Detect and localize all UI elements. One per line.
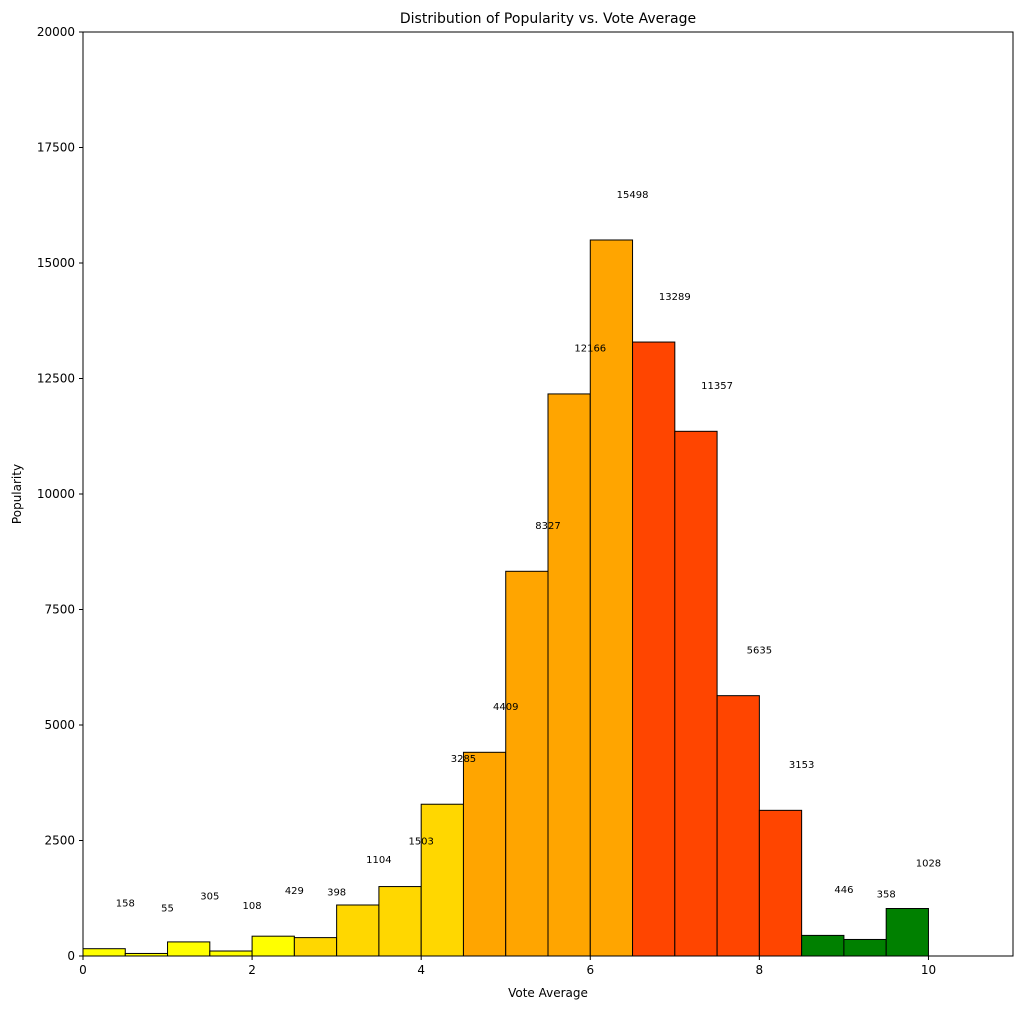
- data-labels-layer: 158 55 305 108 429 398 1104 1503 3285 4409 8327 121…: [116, 190, 941, 914]
- histogram-bar: [547, 393, 591, 957]
- x-tick-label: 4: [417, 963, 425, 977]
- histogram-bar: [505, 570, 549, 957]
- histogram-bar: [758, 809, 803, 957]
- y-tick-label: 5000: [44, 718, 75, 732]
- y-tick-label: 7500: [44, 603, 75, 617]
- histogram-bar: [293, 937, 338, 957]
- x-axis-title: Vote Average: [508, 986, 588, 1000]
- bar-value-label: 398: [327, 887, 346, 898]
- bar-value-label: 1503: [408, 836, 433, 847]
- histogram-bar: [885, 908, 929, 957]
- histogram-bar: [801, 934, 845, 957]
- histogram-bar: [209, 950, 253, 957]
- histogram-bar: [251, 935, 295, 957]
- bar-value-label: 4409: [493, 702, 518, 713]
- histogram-bar: [336, 904, 380, 957]
- bar-value-label: 5635: [747, 645, 772, 656]
- histogram-bar: [378, 886, 422, 957]
- bar-value-label: 358: [877, 889, 896, 900]
- y-tick-label: 15000: [37, 256, 75, 270]
- chart-title: Distribution of Popularity vs. Vote Aver…: [400, 11, 696, 27]
- bar-value-label: 305: [200, 892, 219, 903]
- x-tick-label: 6: [586, 963, 594, 977]
- bar-value-label: 446: [834, 885, 853, 896]
- y-tick-label: 10000: [37, 487, 75, 501]
- histogram-bar: [462, 751, 507, 957]
- histogram-bar: [674, 430, 718, 957]
- y-axis-title: Popularity: [10, 464, 24, 524]
- histogram-bar: [82, 948, 126, 957]
- bar-value-label: 55: [161, 903, 174, 914]
- y-tick-label: 17500: [37, 141, 75, 155]
- bar-value-label: 11357: [701, 381, 733, 392]
- axes-layer: 0 2 4 6 8 10 0 2500 5000 7500 10000 12500 15000 17500…: [37, 25, 1014, 977]
- histogram-bar: [167, 941, 211, 957]
- x-tick-label: 2: [248, 963, 256, 977]
- bar-value-label: 158: [116, 899, 135, 910]
- bar-value-label: 1104: [366, 855, 391, 866]
- bar-value-label: 13289: [659, 292, 691, 303]
- x-tick-label: 10: [921, 963, 936, 977]
- x-tick-label: 0: [79, 963, 87, 977]
- bar-value-label: 8327: [535, 521, 560, 532]
- y-tick-label: 12500: [37, 372, 75, 386]
- bar-value-label: 429: [285, 886, 304, 897]
- histogram-bar: [632, 341, 676, 957]
- bar-value-label: 108: [243, 901, 262, 912]
- bar-value-label: 3153: [789, 760, 814, 771]
- histogram-bar: [843, 938, 887, 957]
- histogram-bar: [589, 239, 634, 957]
- bar-value-label: 1028: [916, 858, 941, 869]
- x-tick-label: 8: [756, 963, 764, 977]
- bar-value-label: 3285: [451, 754, 476, 765]
- histogram-bar: [420, 803, 464, 957]
- bar-value-label: 15498: [617, 190, 649, 201]
- histogram-bar: [716, 695, 760, 957]
- y-tick-label: 2500: [44, 834, 75, 848]
- y-tick-label: 20000: [37, 25, 75, 39]
- bars-layer: [82, 239, 929, 957]
- y-tick-label: 0: [67, 949, 75, 963]
- bar-value-label: 12166: [574, 344, 606, 355]
